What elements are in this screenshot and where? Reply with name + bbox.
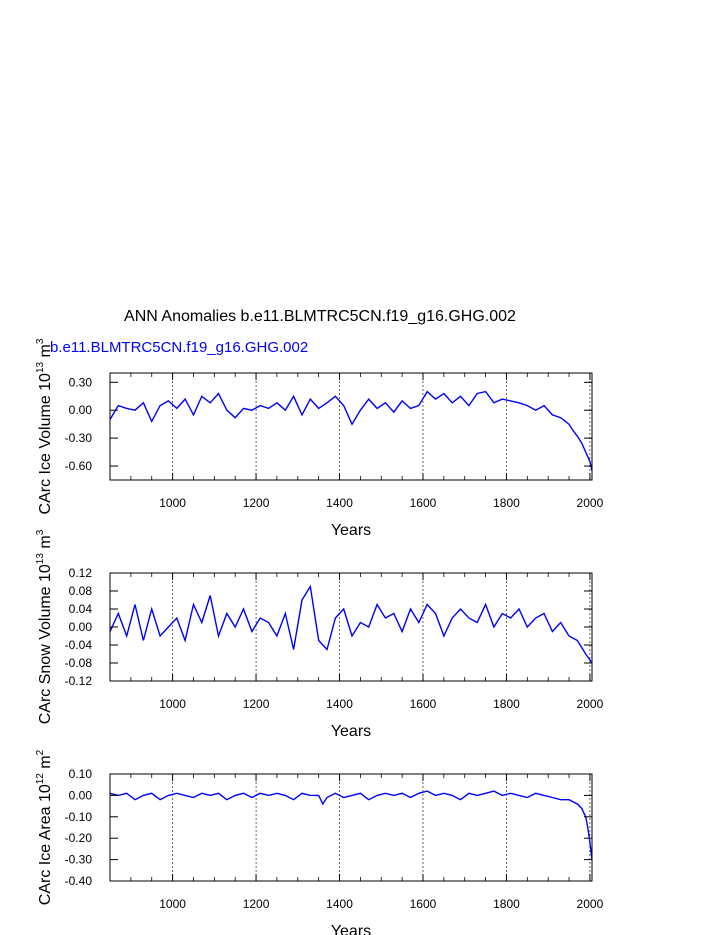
y-tick-label: -0.30	[65, 431, 93, 445]
y-axis-title-superscript: 13	[35, 553, 46, 565]
x-tick-label: 1800	[493, 697, 520, 711]
y-axis-title-part: m	[37, 755, 54, 773]
x-axis-title: Years	[331, 923, 371, 935]
y-tick-label: -0.30	[65, 853, 93, 867]
y-axis-title-part: m	[37, 535, 54, 553]
y-tick-label: 0.00	[69, 403, 93, 417]
y-axis-title-part: CArc Snow Volume 10	[37, 564, 54, 724]
plot-frame	[109, 372, 593, 481]
x-tick-label: 1600	[410, 496, 437, 510]
x-tick-label: 1000	[159, 697, 186, 711]
y-tick-label: 0.30	[69, 375, 93, 389]
y-axis-title-superscript: 3	[35, 338, 46, 344]
figure-title: ANN Anomalies b.e11.BLMTRC5CN.f19_g16.GH…	[124, 308, 516, 325]
y-tick-label: 0.04	[69, 602, 93, 616]
chart-panel-1: 1000 1200 1400 1600 1800 2000 0.30 0.00 -0.30 -0.…	[35, 338, 604, 539]
y-tick-label: -0.08	[65, 656, 93, 670]
plot-frame	[109, 572, 593, 682]
x-tick-label: 1000	[159, 897, 186, 911]
x-tick-label: 1800	[493, 897, 520, 911]
y-tick-label: 0.00	[69, 620, 93, 634]
y-axis-title: CArc Snow Volume 1013 m3	[35, 529, 54, 724]
series-line	[109, 790, 593, 860]
y-tick-label: -0.04	[65, 638, 93, 652]
y-tick-label: -0.10	[65, 810, 93, 824]
x-axis-title: Years	[331, 723, 371, 740]
x-tick-label: 1600	[410, 897, 437, 911]
panels-container: 1000 1200 1400 1600 1800 2000 0.30 0.00 -0.30 -0.…	[35, 338, 604, 935]
x-tick-label: 2000	[577, 496, 604, 510]
y-axis-title-part: CArc Ice Volume 10	[37, 373, 54, 515]
y-tick-label: 0.08	[69, 584, 93, 598]
series-line	[109, 584, 593, 664]
y-axis-title: CArc Ice Volume 1013 m3	[35, 338, 54, 514]
x-tick-label: 2000	[577, 697, 604, 711]
chart-panel-3: 1000 1200 1400 1600 1800 2000 0.10 0.00 -0.10 -0.…	[35, 749, 604, 935]
y-tick-label: 0.12	[69, 566, 93, 580]
y-axis-title-superscript: 12	[35, 773, 46, 785]
x-tick-label: 1200	[243, 697, 270, 711]
series-line	[109, 390, 593, 471]
x-tick-label: 1200	[243, 496, 270, 510]
y-tick-label: 0.00	[69, 788, 93, 802]
y-tick-label: -0.12	[65, 674, 93, 688]
y-axis-title-superscript: 2	[35, 749, 46, 755]
y-tick-label: -0.40	[65, 874, 93, 888]
y-axis-title-superscript: 3	[35, 529, 46, 535]
y-tick-label: -0.20	[65, 831, 93, 845]
x-tick-label: 2000	[577, 897, 604, 911]
x-tick-label: 1600	[410, 697, 437, 711]
x-tick-label: 1000	[159, 496, 186, 510]
chart-panel-2: 1000 1200 1400 1600 1800 2000 0.12 0.08 0.04 0.00…	[35, 529, 604, 740]
plot-frame	[109, 773, 593, 882]
y-tick-label: -0.60	[65, 459, 93, 473]
y-axis-title: CArc Ice Area 1012 m2	[35, 749, 54, 905]
x-axis-title: Years	[331, 522, 371, 539]
y-axis-title-part: CArc Ice Area 10	[37, 784, 54, 905]
x-tick-label: 1200	[243, 897, 270, 911]
y-axis-title-part: m	[37, 344, 54, 362]
y-tick-label: 0.10	[69, 767, 93, 781]
x-tick-label: 1400	[326, 897, 353, 911]
series-legend-label: b.e11.BLMTRC5CN.f19_g16.GHG.002	[50, 339, 308, 356]
x-tick-label: 1400	[326, 697, 353, 711]
x-tick-label: 1400	[326, 496, 353, 510]
x-tick-label: 1800	[493, 496, 520, 510]
y-axis-title-superscript: 13	[35, 361, 46, 373]
